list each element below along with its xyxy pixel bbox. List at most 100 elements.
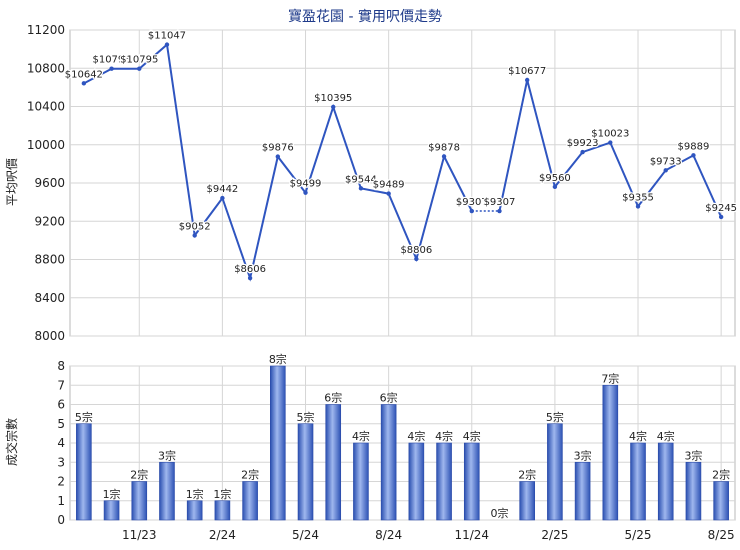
price-point	[247, 275, 253, 281]
count-data-label: 6宗	[380, 391, 398, 405]
count-bar	[380, 404, 397, 521]
price-tick-label: 9200	[34, 214, 65, 228]
price-tick-label: 11200	[27, 23, 65, 37]
price-point	[552, 184, 558, 190]
price-tick-label: 9600	[34, 176, 65, 190]
count-bar	[353, 442, 369, 521]
price-data-label: $10395	[314, 93, 352, 104]
count-bar	[325, 404, 342, 521]
price-data-label: $9245	[705, 203, 737, 214]
count-bar	[463, 442, 480, 521]
count-bar	[297, 423, 314, 521]
count-data-label: 4宗	[352, 429, 370, 443]
count-bar	[602, 384, 619, 521]
count-data-label: 7宗	[601, 371, 619, 385]
count-data-label: 6宗	[324, 391, 342, 405]
price-point	[691, 153, 696, 158]
count-data-label: 8宗	[269, 352, 287, 366]
count-tick-label: 0	[57, 513, 65, 527]
price-tick-label: 8400	[34, 291, 65, 305]
count-data-label: 1宗	[186, 487, 204, 501]
count-data-label: 2宗	[241, 468, 259, 482]
price-point	[164, 42, 170, 47]
count-tick-label: 8	[57, 359, 65, 373]
price-data-label: $9307	[456, 197, 488, 208]
price-point	[441, 154, 447, 159]
price-data-label: $11047	[148, 31, 186, 42]
count-bar	[159, 461, 175, 521]
count-bar	[270, 365, 286, 521]
x-tick-label: 8/25	[708, 528, 735, 542]
price-data-label: $9733	[650, 156, 682, 167]
count-data-label: 4宗	[629, 429, 647, 443]
price-point	[524, 77, 530, 83]
count-bar	[657, 442, 674, 521]
price-point	[580, 149, 585, 155]
price-point	[192, 233, 197, 238]
price-data-label: $9923	[567, 138, 599, 149]
count-data-label: 2宗	[712, 468, 730, 482]
price-tick-label: 10000	[27, 138, 65, 152]
count-data-label: 0宗	[490, 506, 508, 520]
count-bar	[103, 500, 120, 521]
price-point	[109, 66, 114, 71]
price-point	[303, 190, 308, 195]
count-tick-label: 7	[57, 378, 65, 392]
transaction-count-plot: 0 1 2 3 4 5 6 7 8 11/23 2/24 5/24 8/24 11/24 2/25 5/25 8…	[57, 352, 736, 542]
x-tick-label: 11/24	[454, 528, 489, 542]
count-bar	[76, 423, 92, 521]
price-data-label: $9878	[428, 142, 460, 153]
price-data-label: $9560	[539, 173, 571, 184]
price-data-label: $10795	[120, 55, 158, 66]
count-tick-label: 6	[57, 398, 65, 412]
count-bar	[519, 481, 535, 521]
price-point	[358, 186, 364, 191]
price-point	[331, 104, 336, 110]
count-bar	[713, 481, 729, 521]
count-data-label: 2宗	[518, 468, 536, 482]
count-bar	[685, 461, 702, 521]
count-data-label: 3宗	[574, 448, 592, 462]
price-point	[469, 208, 474, 214]
count-data-label: 4宗	[407, 429, 425, 443]
price-data-label: $10677	[508, 66, 546, 77]
count-bar	[630, 442, 646, 521]
count-data-label: 1宗	[213, 487, 231, 501]
price-point	[608, 140, 613, 145]
price-point	[81, 81, 87, 86]
x-tick-label: 8/24	[375, 528, 402, 542]
price-data-label: $10795	[92, 55, 130, 66]
count-data-label: 1宗	[103, 487, 121, 501]
x-tick-label: 5/25	[625, 528, 652, 542]
price-point	[220, 195, 225, 201]
price-data-label: $9499	[290, 179, 322, 190]
count-data-label: 3宗	[158, 448, 176, 462]
price-point	[275, 154, 281, 159]
count-bar	[436, 442, 452, 521]
count-bar	[547, 423, 563, 521]
count-data-label: 4宗	[463, 429, 481, 443]
price-point	[137, 66, 142, 71]
price-point	[386, 191, 391, 196]
count-tick-label: 3	[57, 455, 65, 469]
price-data-label: $9489	[373, 180, 405, 191]
x-tick-label: 5/24	[292, 528, 319, 542]
price-data-label: $8606	[234, 264, 266, 275]
count-tick-label: 4	[57, 436, 65, 450]
price-tick-label: 8800	[34, 253, 65, 267]
count-data-label: 5宗	[546, 410, 564, 424]
count-bar	[214, 500, 231, 521]
price-point	[497, 208, 502, 214]
count-bar	[408, 442, 425, 521]
count-bar	[186, 500, 203, 521]
price-point	[718, 214, 724, 220]
x-tick-label: 11/23	[122, 528, 157, 542]
count-bar	[574, 461, 591, 521]
price-data-label: $10023	[591, 129, 629, 140]
price-data-label: $9307	[484, 197, 516, 208]
count-tick-label: 2	[57, 475, 65, 489]
price-point	[663, 168, 668, 173]
count-bar	[131, 481, 148, 521]
